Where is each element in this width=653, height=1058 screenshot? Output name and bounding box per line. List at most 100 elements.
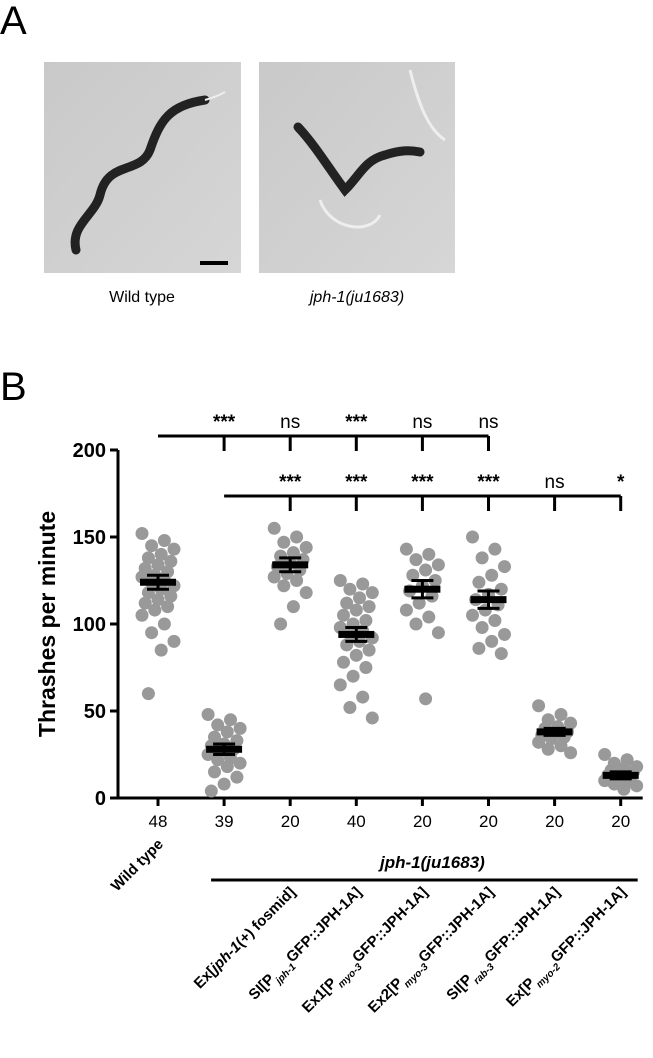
- data-point: [274, 617, 288, 631]
- data-point: [337, 608, 350, 622]
- significance-label: ***: [411, 472, 434, 493]
- mean-bar: [602, 771, 639, 779]
- y-tick-label: 50: [84, 701, 106, 723]
- worm-track: [204, 91, 226, 101]
- data-point: [224, 713, 237, 727]
- mean-bar: [140, 578, 176, 586]
- data-point: [532, 699, 546, 713]
- data-point: [230, 770, 244, 784]
- data-point: [356, 577, 370, 591]
- worm: [293, 122, 425, 197]
- data-point: [428, 574, 442, 587]
- data-point: [164, 554, 178, 568]
- label-part: Ex2[P: [365, 975, 407, 1017]
- data-point: [362, 643, 376, 657]
- data-point: [409, 553, 423, 567]
- data-point: [359, 661, 373, 674]
- data-point: [422, 610, 436, 624]
- significance-label: *: [617, 472, 625, 493]
- data-point: [356, 690, 370, 704]
- data-point: [135, 527, 149, 541]
- x-tick-label: SI[Pjph-1GFP::JPH-1A]: [245, 884, 368, 1007]
- data-point: [204, 784, 218, 798]
- data-point: [466, 608, 479, 622]
- data-point: [274, 549, 288, 563]
- data-point: [267, 521, 281, 535]
- data-point: [201, 707, 215, 721]
- data-point: [494, 582, 508, 596]
- data-point: [472, 641, 486, 655]
- data-point: [299, 540, 313, 554]
- y-tick-label: 150: [73, 527, 106, 549]
- x-tick-label: SI[Prab-3GFP::JPH-1A]: [443, 884, 566, 1007]
- data-point: [412, 596, 426, 610]
- data-point: [148, 603, 162, 617]
- data-point: [290, 530, 304, 544]
- significance-label: ns: [545, 472, 565, 493]
- data-point: [419, 563, 433, 577]
- data-point: [151, 558, 165, 572]
- data-point: [333, 678, 347, 692]
- data-point: [353, 591, 366, 605]
- data-point: [151, 593, 165, 607]
- image-caption: jph-1(ju1683): [308, 289, 404, 306]
- data-point: [138, 596, 152, 610]
- micrograph: [259, 62, 455, 273]
- significance-label: ns: [412, 412, 432, 433]
- data-point: [554, 739, 568, 753]
- worm-track: [318, 69, 446, 229]
- data-point: [475, 551, 489, 565]
- data-point: [541, 742, 555, 756]
- data-point: [141, 687, 155, 701]
- data-point: [346, 669, 360, 683]
- data-point: [145, 626, 159, 640]
- data-point: [488, 614, 502, 628]
- mean-bar: [272, 561, 309, 569]
- data-point: [431, 558, 445, 572]
- data-point: [157, 533, 171, 547]
- data-point: [167, 634, 181, 648]
- data-point: [145, 539, 159, 553]
- x-tick-label: Ex2[Pmyo-3GFP::JPH-1A]: [365, 884, 501, 1020]
- data-point: [472, 575, 486, 589]
- significance-label: ***: [477, 472, 500, 493]
- panel-label: A: [0, 0, 27, 43]
- label-part: SI[P: [443, 971, 476, 1004]
- data-point: [494, 647, 508, 661]
- n-label: 20: [479, 812, 498, 831]
- n-label: 20: [413, 812, 432, 831]
- data-point: [498, 560, 511, 574]
- data-point: [167, 542, 181, 556]
- label-part: SI[P: [245, 971, 278, 1004]
- image-caption: Wild type: [109, 289, 175, 306]
- label-part: (+) fosmid]: [232, 884, 299, 951]
- data-point: [286, 600, 300, 614]
- y-tick-label: 200: [73, 440, 106, 462]
- y-axis-label: Thrashes per minute: [34, 511, 60, 737]
- data-point: [211, 753, 225, 767]
- label-part: Ex[P: [503, 975, 539, 1011]
- significance-label: ***: [345, 472, 368, 493]
- data-point: [365, 586, 379, 600]
- data-point: [164, 589, 178, 603]
- data-point: [349, 603, 363, 617]
- data-point: [277, 579, 291, 593]
- x-tick-label: Wild type: [108, 836, 167, 895]
- data-point: [607, 777, 621, 791]
- data-point: [466, 530, 479, 544]
- data-point: [399, 542, 413, 556]
- panel-label: B: [0, 365, 27, 409]
- data-point: [337, 655, 350, 669]
- significance-label: ns: [478, 412, 498, 433]
- data-point: [532, 735, 546, 749]
- data-point: [431, 626, 445, 640]
- data-point: [365, 711, 379, 725]
- data-point: [399, 603, 413, 617]
- data-point: [419, 692, 433, 706]
- data-point: [485, 634, 499, 648]
- data-point: [290, 574, 304, 587]
- n-label: 39: [215, 812, 234, 831]
- data-point: [267, 570, 281, 584]
- significance-label: ***: [279, 472, 302, 493]
- n-label: 48: [149, 812, 168, 831]
